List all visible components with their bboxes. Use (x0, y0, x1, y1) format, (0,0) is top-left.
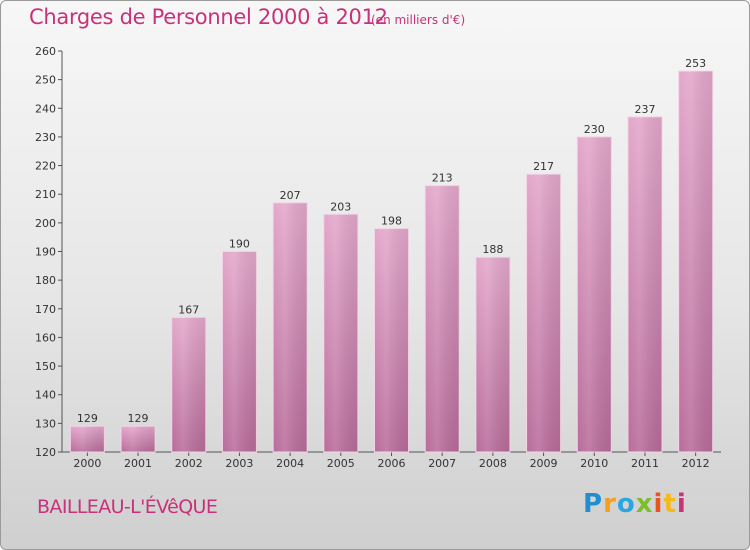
bar-shine-2006 (374, 228, 409, 452)
value-label: 129 (128, 412, 149, 425)
value-label: 253 (685, 57, 706, 70)
bar-shine-2003 (222, 251, 257, 452)
y-tick-label: 130 (35, 417, 56, 430)
y-tick-label: 260 (35, 45, 56, 58)
value-label: 129 (77, 412, 98, 425)
y-tick-label: 160 (35, 331, 56, 344)
x-tick-label: 2008 (479, 457, 507, 470)
x-tick-label: 2007 (428, 457, 456, 470)
value-label: 207 (280, 189, 301, 202)
x-tick-label: 2005 (327, 457, 355, 470)
y-tick-label: 180 (35, 274, 56, 287)
x-tick-label: 2006 (378, 457, 406, 470)
bar-shine-2009 (526, 174, 561, 452)
value-label: 230 (584, 123, 605, 136)
bar-shine-2011 (627, 116, 662, 452)
y-tick-label: 120 (35, 446, 56, 459)
value-label: 198 (381, 215, 402, 228)
bar-shine-2002 (171, 317, 206, 452)
value-label: 188 (482, 243, 503, 256)
y-tick-label: 170 (35, 303, 56, 316)
y-tick-label: 210 (35, 188, 56, 201)
y-tick-label: 220 (35, 160, 56, 173)
y-tick-label: 250 (35, 74, 56, 87)
value-label: 213 (432, 172, 453, 185)
bar-shine-2001 (121, 426, 156, 452)
x-tick-label: 2003 (225, 457, 253, 470)
bar-shine-2010 (577, 136, 612, 452)
value-label: 217 (533, 160, 554, 173)
y-tick-label: 150 (35, 360, 56, 373)
bar-shine-2012 (678, 71, 713, 453)
y-tick-label: 230 (35, 131, 56, 144)
bar-shine-2005 (323, 214, 358, 452)
x-tick-label: 2002 (175, 457, 203, 470)
chart-subtitle: (en milliers d'€) (371, 13, 466, 27)
x-tick-label: 2009 (530, 457, 558, 470)
x-tick-label: 2012 (682, 457, 710, 470)
x-tick-label: 2004 (276, 457, 304, 470)
chart-title: Charges de Personnel 2000 à 2012 (29, 5, 388, 29)
value-label: 190 (229, 238, 250, 251)
y-tick-label: 240 (35, 102, 56, 115)
x-tick-label: 2001 (124, 457, 152, 470)
value-label: 237 (634, 103, 655, 116)
value-label: 167 (178, 303, 199, 316)
bar-shine-2004 (273, 202, 308, 452)
y-tick-label: 140 (35, 389, 56, 402)
bar-shine-2000 (70, 426, 105, 452)
commune-name: BAILLEAU-L'ÉVêQUE (37, 496, 218, 518)
proxiti-logo: Proxiti (583, 489, 687, 519)
x-tick-label: 2000 (73, 457, 101, 470)
x-tick-label: 2011 (631, 457, 659, 470)
bar-shine-2008 (475, 257, 510, 452)
value-label: 203 (330, 200, 351, 213)
y-tick-label: 200 (35, 217, 56, 230)
bar-shine-2007 (425, 185, 460, 452)
y-tick-label: 190 (35, 246, 56, 259)
x-tick-label: 2010 (580, 457, 608, 470)
